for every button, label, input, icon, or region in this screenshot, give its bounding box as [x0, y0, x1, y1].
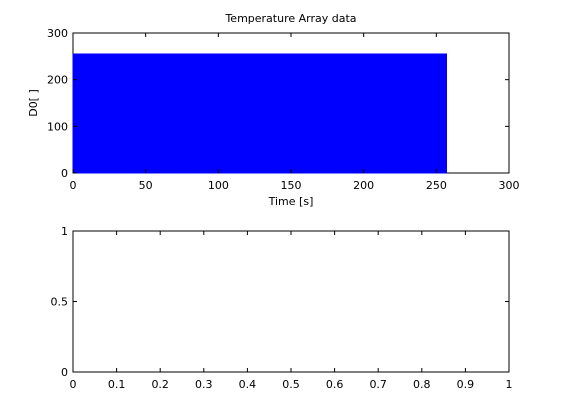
top-x-ticks: 0 50 100 150 200 250 300: [70, 33, 520, 192]
bottom-y-tick-label: 0: [61, 366, 68, 379]
top-x-tick-label: 0: [70, 179, 77, 192]
top-x-tick-label: 300: [499, 179, 520, 192]
top-y-ticks: 0 100 200 300: [47, 27, 509, 180]
bottom-x-tick-label: 1: [506, 378, 513, 391]
top-x-tick-label: 100: [208, 179, 229, 192]
bottom-x-tick-label: 0.1: [108, 378, 126, 391]
top-y-axis-label: D0[ ]: [27, 89, 40, 117]
top-y-tick-label: 200: [47, 74, 68, 87]
top-x-tick-label: 150: [281, 179, 302, 192]
bottom-x-tick-label: 0.8: [413, 378, 431, 391]
bottom-x-ticks: 0 0.1 0.2 0.3 0.4 0.5 0.6 0.7 0.8 0.9 1: [70, 231, 513, 391]
bottom-axes: 0 0.1 0.2 0.3 0.4 0.5 0.6 0.7 0.8 0.9 1 00.51: [51, 225, 513, 391]
bottom-x-tick-label: 0: [70, 378, 77, 391]
top-chart-title: Temperature Array data: [224, 12, 356, 25]
bottom-x-tick-label: 0.7: [369, 378, 387, 391]
top-x-tick-label: 50: [139, 179, 153, 192]
bottom-y-ticks: 00.51: [51, 225, 509, 379]
bottom-x-tick-label: 0.9: [457, 378, 475, 391]
data-series-area: [72, 53, 448, 174]
bottom-x-tick-label: 0.4: [239, 378, 257, 391]
top-series-group: [72, 53, 448, 174]
bottom-y-tick-label: 1: [61, 225, 68, 238]
top-x-tick-label: 250: [426, 179, 447, 192]
bottom-y-tick-label: 0.5: [51, 296, 69, 309]
top-axes: 0 50 100 150 200 250 300 0 100 200 300 Temperatur…: [27, 12, 520, 208]
bottom-axes-box: [72, 230, 510, 373]
top-y-tick-label: 300: [47, 27, 68, 40]
top-y-tick-label: 0: [61, 167, 68, 180]
bottom-x-tick-label: 0.6: [326, 378, 344, 391]
bottom-x-tick-label: 0.3: [195, 378, 213, 391]
top-x-axis-label: Time [s]: [268, 195, 314, 208]
bottom-x-tick-label: 0.2: [151, 378, 169, 391]
top-x-tick-label: 200: [353, 179, 374, 192]
top-y-tick-label: 100: [47, 120, 68, 133]
bottom-x-tick-label: 0.5: [282, 378, 300, 391]
